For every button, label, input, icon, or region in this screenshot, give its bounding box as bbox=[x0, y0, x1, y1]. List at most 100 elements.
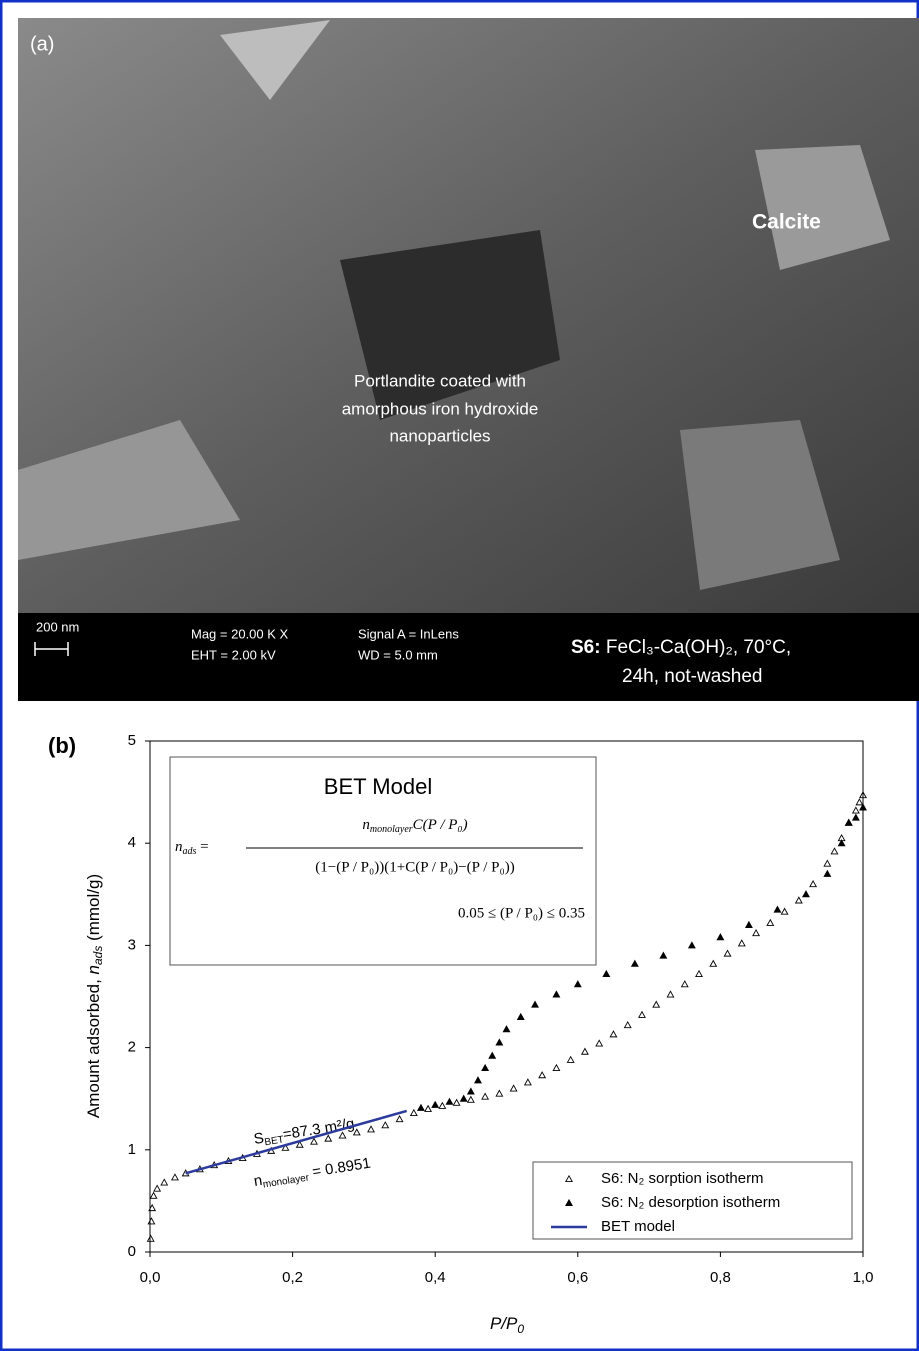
open-triangle bbox=[466, 1095, 475, 1103]
legend-label: BET model bbox=[601, 1218, 675, 1235]
y-tick-label: 3 bbox=[128, 936, 136, 953]
open-triangle bbox=[148, 1203, 157, 1212]
info-text: Signal A = InLens bbox=[358, 626, 459, 641]
legend-label: S6: N₂ sorption isotherm bbox=[601, 1170, 764, 1187]
formula-numerator: nmonolayerC(P / P₀) bbox=[362, 817, 467, 835]
filled-triangle bbox=[481, 1063, 490, 1072]
x-tick-label: 0,4 bbox=[425, 1269, 446, 1286]
annotation: amorphous iron hydroxide bbox=[342, 399, 539, 418]
crystal bbox=[220, 20, 330, 100]
sample-conditions: FeCl₃-Ca(OH)₂, 70°C, bbox=[606, 637, 791, 658]
y-axis-label-part: Amount adsorbed, bbox=[84, 974, 103, 1118]
open-triangle bbox=[310, 1137, 318, 1145]
filled-triangle bbox=[859, 803, 867, 811]
open-triangle bbox=[381, 1121, 390, 1129]
x-tick-label: 0,0 bbox=[140, 1269, 161, 1286]
y-tick-label: 2 bbox=[128, 1039, 136, 1056]
open-triangle bbox=[709, 959, 718, 967]
filled-triangle bbox=[573, 980, 582, 988]
y-tick-label: 5 bbox=[128, 732, 136, 749]
filled-triangle bbox=[466, 1087, 475, 1095]
filled-triangle bbox=[602, 969, 611, 978]
open-triangle bbox=[147, 1217, 156, 1225]
y-axis-label-part: n bbox=[84, 965, 103, 974]
shadow bbox=[340, 230, 560, 420]
filled-triangle bbox=[474, 1076, 482, 1084]
filled-triangle bbox=[416, 1103, 425, 1111]
open-triangle bbox=[830, 847, 839, 855]
filled-triangle bbox=[773, 905, 782, 913]
open-triangle bbox=[580, 1047, 589, 1055]
open-triangle bbox=[859, 791, 867, 799]
annotation: nanoparticles bbox=[389, 426, 490, 445]
y-tick-label: 1 bbox=[128, 1141, 136, 1158]
formula-part: ads bbox=[183, 846, 197, 857]
annotation-part: BET bbox=[264, 1134, 285, 1148]
open-triangle bbox=[851, 806, 860, 814]
legend-label: S6: N₂ desorption isotherm bbox=[601, 1194, 780, 1211]
open-triangle bbox=[452, 1098, 461, 1106]
formula-part: n bbox=[362, 817, 370, 833]
open-triangle bbox=[352, 1128, 361, 1136]
open-triangle bbox=[695, 969, 703, 978]
y-axis-label-part: (mmol/g) bbox=[84, 874, 103, 946]
open-triangle bbox=[638, 1010, 646, 1018]
open-triangle bbox=[723, 949, 732, 957]
y-axis-label-part: ads bbox=[91, 946, 105, 965]
open-triangle bbox=[595, 1039, 604, 1047]
inset: BET Model nads = nmonolayerC(P / P₀) (1−… bbox=[169, 756, 597, 966]
open-triangle bbox=[481, 1092, 490, 1100]
open-triangle bbox=[170, 1173, 179, 1181]
crystal bbox=[18, 420, 240, 560]
filled-triangle bbox=[495, 1038, 504, 1046]
open-triangle bbox=[780, 907, 789, 915]
info-text: Mag = 20.00 K X bbox=[191, 626, 289, 641]
sample-text: 24h, not-washed bbox=[622, 666, 763, 687]
open-triangle bbox=[737, 939, 746, 947]
open-triangle bbox=[565, 1174, 573, 1183]
scale-bar bbox=[34, 642, 69, 656]
filled-triangle bbox=[531, 1000, 539, 1008]
plot-frame bbox=[149, 740, 864, 1253]
open-triangle bbox=[160, 1178, 169, 1186]
formula-part: n bbox=[175, 839, 183, 855]
crystal bbox=[755, 145, 890, 270]
open-triangle bbox=[281, 1143, 290, 1151]
filled-triangle bbox=[837, 839, 846, 847]
x-axis-label-sub: 0 bbox=[517, 1322, 524, 1336]
filled-triangle bbox=[445, 1097, 454, 1105]
y-tick-label: 0 bbox=[128, 1243, 136, 1260]
open-triangle bbox=[395, 1115, 404, 1123]
filled-triangle bbox=[630, 959, 639, 967]
formula-condition: 0.05 ≤ (P / P₀) ≤ 0.35 bbox=[458, 905, 585, 921]
annotation: Calcite bbox=[752, 211, 821, 234]
legend: S6: N₂ sorption isotherm S6: N₂ desorptio… bbox=[532, 1161, 853, 1240]
filled-triangle bbox=[516, 1012, 525, 1020]
filled-triangle bbox=[552, 990, 561, 998]
open-triangle bbox=[509, 1084, 518, 1092]
open-triangle bbox=[823, 859, 832, 867]
filled-triangle bbox=[502, 1025, 511, 1033]
sample-text: S6: FeCl₃-Ca(OH)₂, 70°C, bbox=[571, 637, 791, 658]
x-tick-label: 0,8 bbox=[710, 1269, 731, 1286]
formula-lhs: nads = bbox=[175, 839, 209, 857]
filled-triangle bbox=[488, 1051, 497, 1059]
sample-id: S6: bbox=[571, 637, 601, 658]
open-triangle bbox=[324, 1134, 333, 1142]
info-bar-bg bbox=[18, 613, 919, 701]
filled-triangle bbox=[851, 813, 860, 821]
y-tick-label: 4 bbox=[128, 834, 136, 851]
info-text: EHT = 2.00 kV bbox=[191, 647, 276, 662]
x-axis-label: P/P0 bbox=[490, 1314, 524, 1336]
x-axis-label-main: P/P bbox=[490, 1314, 518, 1333]
inset-title: BET Model bbox=[324, 774, 432, 799]
open-triangle bbox=[495, 1089, 504, 1097]
open-triangle bbox=[424, 1104, 433, 1112]
open-triangle bbox=[438, 1101, 447, 1109]
open-triangle bbox=[338, 1131, 347, 1139]
scale-label: 200 nm bbox=[36, 619, 79, 634]
filled-triangle bbox=[565, 1198, 573, 1207]
filled-triangle bbox=[659, 951, 668, 959]
